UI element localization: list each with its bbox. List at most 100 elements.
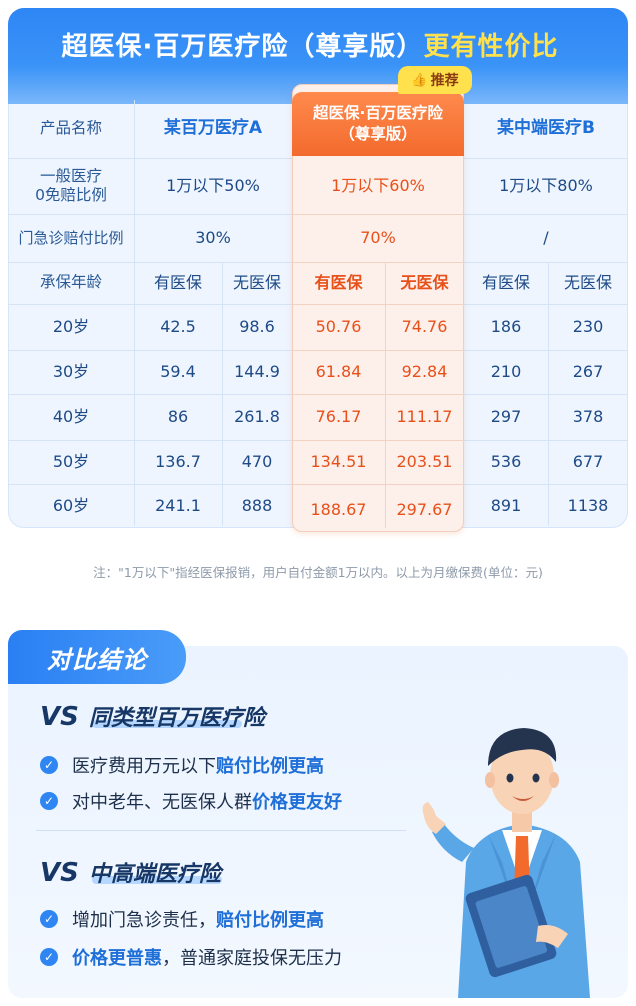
price-b-without: 677 [572,452,604,471]
featured-col-divider [385,262,386,528]
thumbs-up-icon: 👍 [411,72,428,88]
age-label: 50岁 [52,452,90,471]
title-main: 超医保·百万医疗险（尊享版） [61,32,424,62]
row-label-outpatient: 门急诊赔付比例 [18,228,124,247]
age-label: 20岁 [52,317,90,336]
age-label: 30岁 [52,362,90,381]
general-a: 1万以下50% [166,176,260,195]
price-b-with: 210 [490,362,522,381]
price-f-without: 203.51 [396,452,453,471]
price-a-with: 59.4 [160,362,196,381]
footnote: 注："1万以下"指经医保报销，用户自付金额1万以内。以上为月缴保费(单位：元) [93,565,543,580]
price-b-without: 378 [572,407,604,426]
point-text: 对中老年、无医保人群 [72,792,252,813]
check-circle-icon: ✓ [40,792,58,810]
point-text: 医疗费用万元以下 [72,756,216,777]
check-circle-icon: ✓ [40,910,58,928]
price-f-with: 50.76 [315,317,362,336]
featured-row-divider [292,394,464,395]
point-item: ✓ 对中老年、无医保人群 价格更友好 [40,788,342,814]
featured-row-divider [292,440,464,441]
f-without-header: 无医保 [400,273,449,292]
price-b-without: 1138 [567,496,609,515]
vs-label: VS [40,858,79,888]
title-underline [92,720,242,728]
general-featured: 1万以下60% [331,176,425,195]
col-divider [548,262,549,526]
price-a-without: 261.8 [234,407,280,426]
presenter-illustration [422,728,590,998]
recommend-badge: 👍 推荐 [398,66,472,94]
price-a-without: 888 [241,496,273,515]
vs-title-text: 同类型百万医疗险 [88,706,265,731]
general-b: 1万以下80% [499,176,593,195]
vs-label: VS [40,702,79,732]
age-header-label: 承保年龄 [39,273,102,292]
outpatient-featured: 70% [360,228,396,247]
price-b-with: 186 [490,317,522,336]
point-emphasis: 价格更友好 [252,792,342,813]
point-text: ，普通家庭投保无压力 [162,948,342,969]
b-without-header: 无医保 [563,273,612,292]
check-circle-icon: ✓ [40,948,58,966]
price-f-without: 111.17 [396,407,453,426]
title-highlight: 更有性价比 [423,32,559,62]
price-a-with: 136.7 [155,452,201,471]
point-emphasis: 价格更普惠 [72,948,162,969]
featured-name-line2: （尊享版） [339,125,417,143]
price-b-with: 891 [490,496,522,515]
b-with-header: 有医保 [481,273,530,292]
vs-title-similar: VS 同类型百万医疗险 [40,700,265,732]
point-emphasis: 赔付比例更高 [216,756,324,777]
conclusion-tab: 对比结论 [8,630,186,684]
age-label: 60岁 [52,496,90,515]
price-f-with: 188.67 [310,500,367,519]
header-product-b: 某中端医疗B [497,118,595,139]
col-divider [222,262,223,526]
price-a-without: 98.6 [239,317,275,336]
point-text: 增加门急诊责任， [72,910,216,931]
point-item: ✓ 增加门急诊责任， 赔付比例更高 [40,906,324,932]
price-f-without: 74.76 [401,317,448,336]
price-f-without: 297.67 [396,500,453,519]
check-circle-icon: ✓ [40,756,58,774]
row-label-line2: 0免赔比例 [35,186,107,204]
f-with-header: 有医保 [314,273,363,292]
row-label-general: 一般医疗 0免赔比例 [8,158,134,214]
featured-product-header: 超医保·百万医疗险 （尊享版） [292,92,464,156]
point-item: ✓ 价格更普惠 ，普通家庭投保无压力 [40,944,342,970]
featured-column [292,84,464,532]
price-b-with: 536 [490,452,522,471]
vs-title-text: 中高端医疗险 [88,862,221,887]
price-a-with: 86 [167,407,189,426]
row-label-line1: 一般医疗 [39,166,102,185]
price-a-without: 144.9 [234,362,280,381]
price-f-without: 92.84 [401,362,448,381]
vs-title-high-end: VS 中高端医疗险 [40,856,221,888]
recommend-label: 推荐 [430,73,459,89]
featured-row-divider [292,262,464,263]
point-emphasis: 赔付比例更高 [216,910,324,931]
price-f-with: 76.17 [315,407,362,426]
price-b-without: 230 [572,317,604,336]
title-underline [92,876,222,884]
price-a-with: 241.1 [155,496,201,515]
header-product-name: 产品名称 [39,119,102,138]
featured-row-divider [292,484,464,485]
page-title: 超医保·百万医疗险（尊享版）更有性价比 [0,26,620,63]
featured-row-divider [292,350,464,351]
age-label: 40岁 [52,407,90,426]
outpatient-b: / [543,228,549,247]
featured-row-divider [292,304,464,305]
price-b-without: 267 [572,362,604,381]
a-with-header: 有医保 [153,273,202,292]
section-divider [36,830,406,831]
price-a-without: 470 [241,452,273,471]
price-f-with: 61.84 [315,362,362,381]
header-product-a: 某百万医疗A [163,118,263,139]
point-item: ✓ 医疗费用万元以下 赔付比例更高 [40,752,324,778]
price-f-with: 134.51 [310,452,367,471]
featured-name-line1: 超医保·百万医疗险 [313,104,443,123]
price-a-with: 42.5 [160,317,196,336]
price-b-with: 297 [490,407,522,426]
